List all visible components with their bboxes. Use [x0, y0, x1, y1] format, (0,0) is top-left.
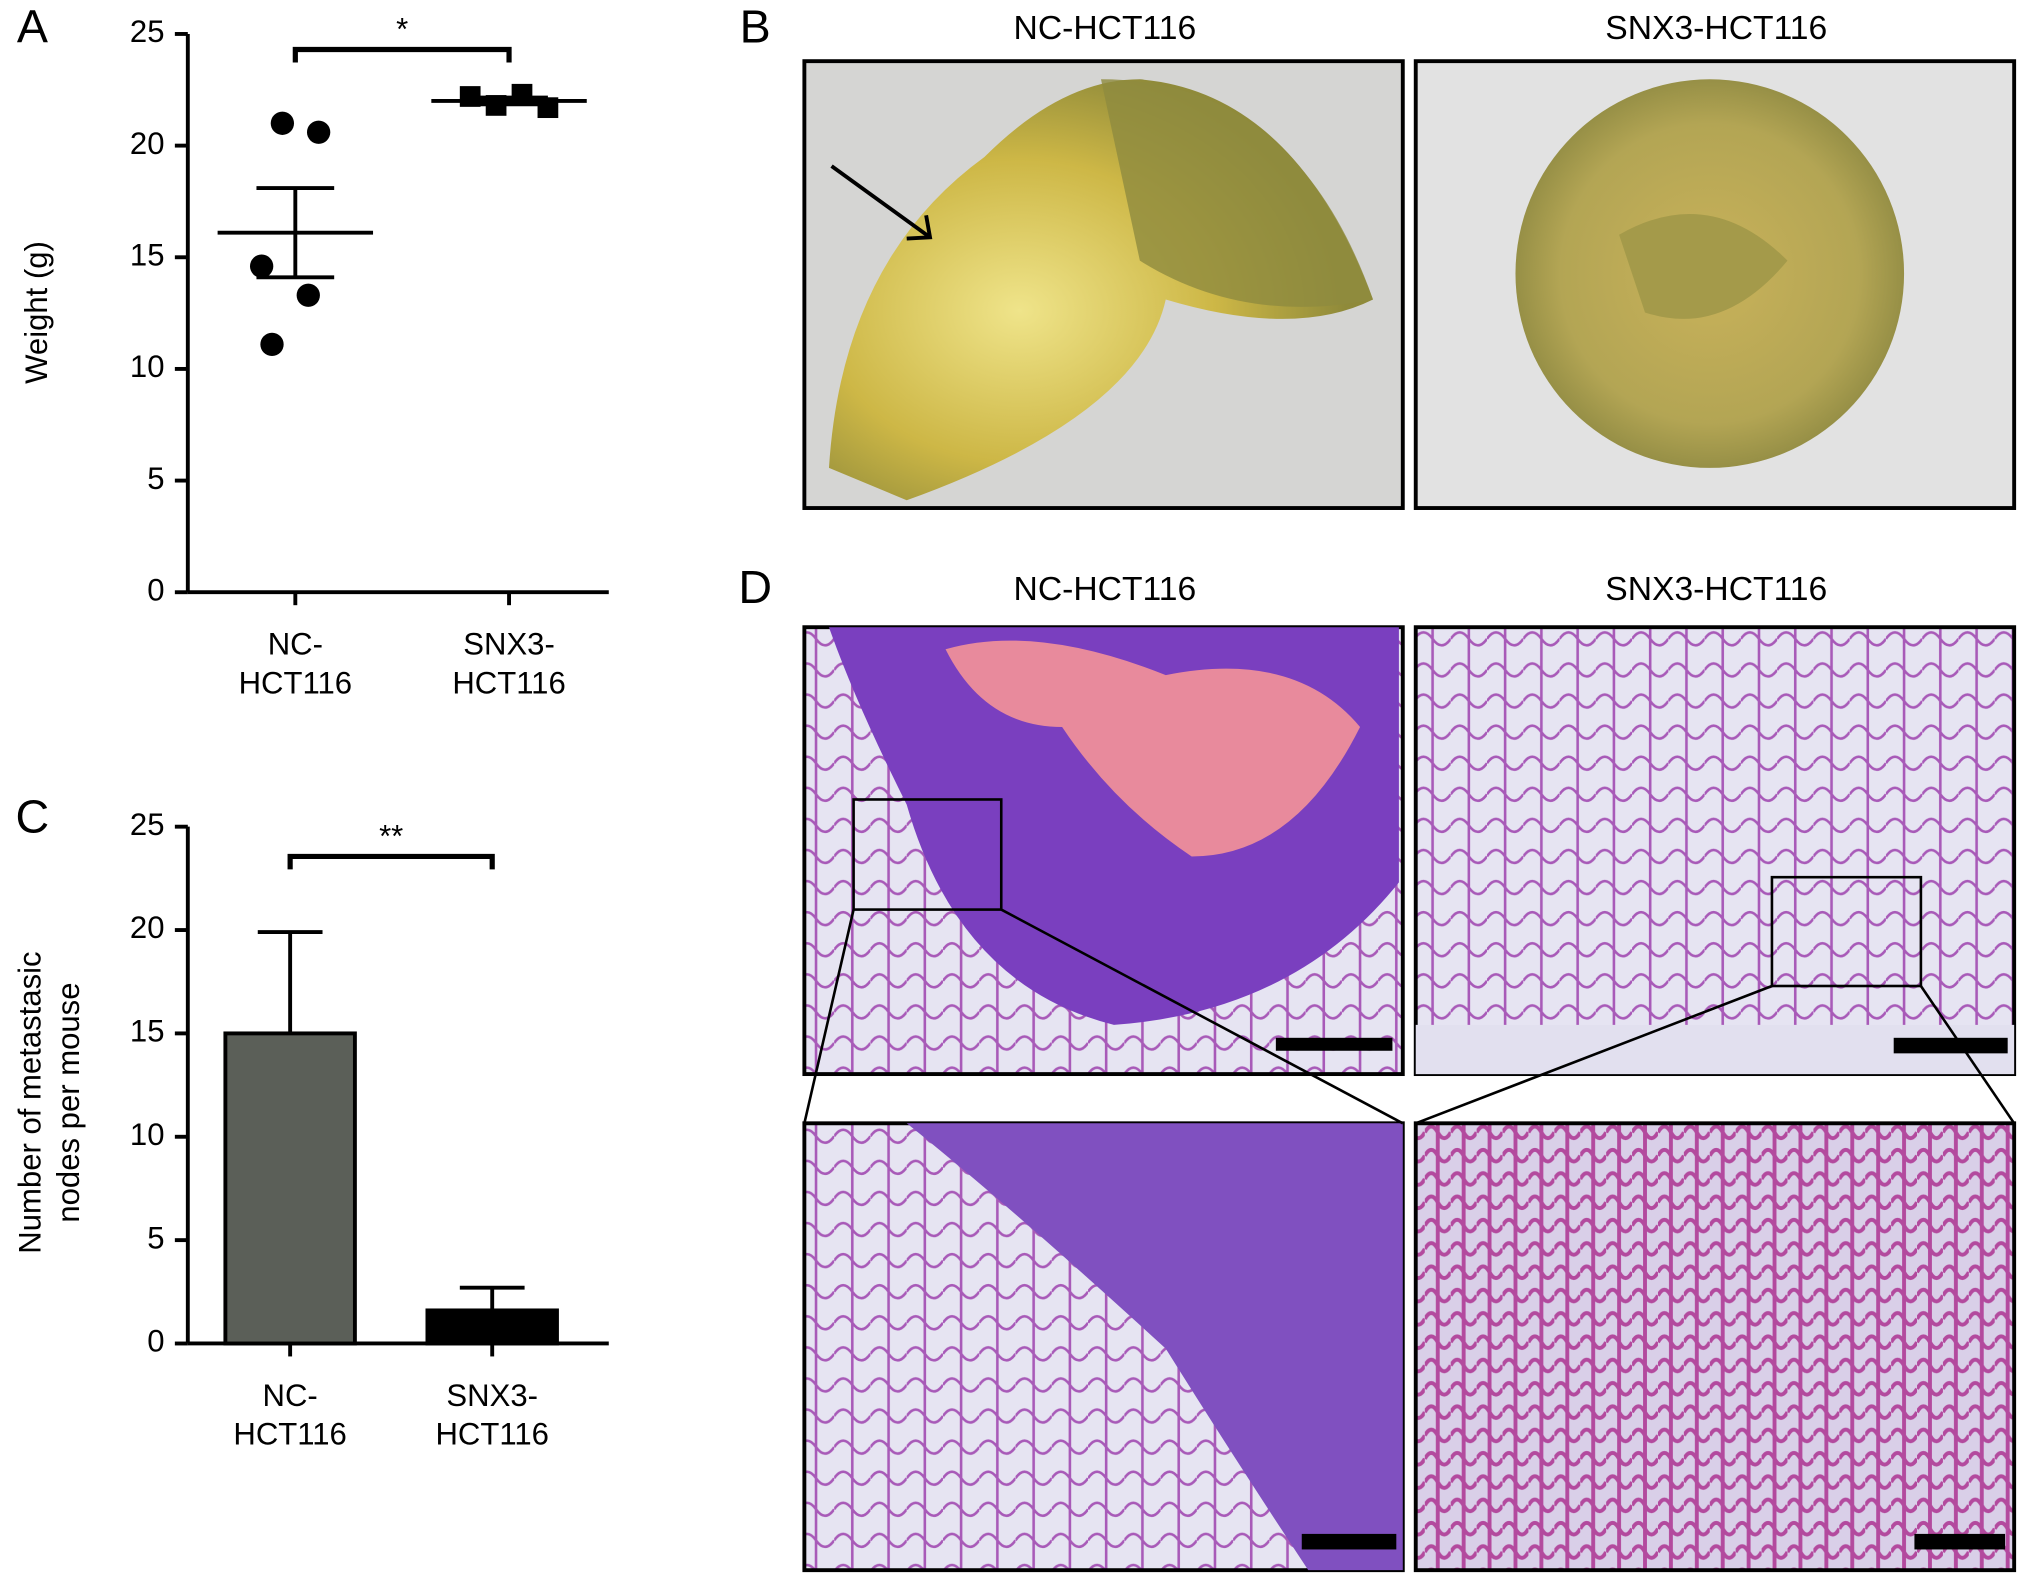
significance-bracket — [287, 853, 495, 870]
histology-snx3-high — [1413, 1121, 2017, 1573]
y-tick-label: 10 — [130, 1117, 165, 1152]
image-title: SNX3-HCT116 — [1605, 10, 1827, 47]
y-tick-label: 10 — [130, 349, 165, 384]
image-title: SNX3-HCT116 — [1605, 571, 1827, 608]
y-tick-label: 25 — [130, 807, 165, 842]
histology-snx3-low — [1413, 625, 2017, 1077]
data-point — [249, 254, 274, 278]
y-tick-label: 0 — [147, 572, 164, 607]
histology-nc-low — [802, 625, 1405, 1077]
significance-label: ** — [379, 819, 403, 854]
histology-nc-high — [802, 1121, 1405, 1573]
y-tick-label: 25 — [130, 14, 165, 49]
significance-bracket — [292, 46, 512, 63]
y-tick-label: 15 — [130, 237, 165, 272]
panel-label: B — [740, 0, 771, 52]
bar — [425, 1308, 559, 1346]
x-tick-label: NC-HCT116 — [233, 1378, 346, 1452]
image-title: NC-HCT116 — [1014, 10, 1197, 47]
y-axis-label: Weight (g) — [19, 241, 54, 384]
panel-label: C — [16, 791, 50, 843]
zoom-lines — [803, 908, 2016, 1125]
data-point — [296, 283, 320, 307]
y-tick-label: 0 — [147, 1324, 164, 1359]
panel-label: A — [17, 0, 48, 52]
x-tick-label: SNX3-HCT116 — [452, 627, 565, 701]
y-tick-label: 5 — [147, 461, 164, 496]
y-tick-label: 20 — [130, 126, 165, 161]
y-tick-label: 5 — [147, 1220, 164, 1255]
data-point — [260, 332, 284, 357]
y-tick-label: 20 — [130, 910, 165, 945]
data-point — [270, 111, 295, 135]
y-axis-label: Number of metastasic nodes per mouse — [13, 951, 87, 1253]
x-tick-label: NC-HCT116 — [239, 627, 352, 701]
image-title: NC-HCT116 — [1014, 571, 1197, 608]
panel-label: D — [738, 561, 772, 613]
bar — [223, 1031, 357, 1346]
photo-b-nc — [802, 59, 1405, 510]
y-tick-label: 15 — [130, 1014, 165, 1049]
x-tick-label: SNX3-HCT116 — [435, 1378, 548, 1452]
data-point — [306, 120, 331, 144]
photo-b-snx3 — [1413, 59, 2017, 510]
significance-label: * — [396, 12, 408, 47]
